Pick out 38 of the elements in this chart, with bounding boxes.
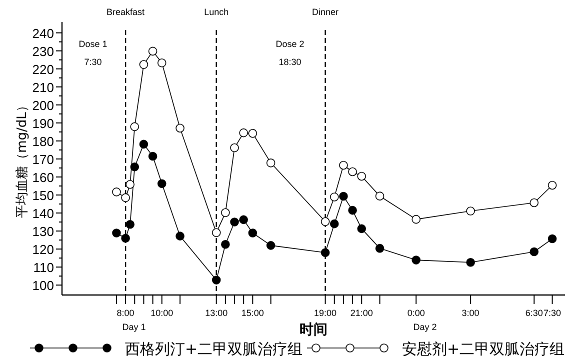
text: Day 1 (122, 322, 146, 332)
y-tick-label: 160 (32, 170, 54, 185)
y-tick-label: 190 (32, 116, 54, 131)
ref-line-label: Lunch (204, 7, 229, 17)
ref-line-label: Breakfast (106, 7, 146, 17)
y-tick-label: 210 (32, 80, 54, 95)
legend-label: 西格列汀+二甲双胍治疗组 (125, 340, 303, 358)
y-tick-label: 110 (33, 260, 54, 276)
x-tick-label: 21:00 (350, 308, 373, 318)
y-tick-label: 130 (32, 224, 54, 240)
legend-label: 安慰剂+二甲双胍治疗组 (402, 340, 565, 358)
x-tick-label: 13:00 (205, 308, 228, 318)
y-tick-label: 170 (32, 152, 54, 167)
annotation: 18:30 (278, 57, 302, 67)
x-tick-label: 8:00 (116, 308, 134, 318)
x-tick-label: 10:00 (150, 308, 174, 318)
x-tick-label: 19:00 (314, 308, 337, 318)
y-tick-label: 140 (32, 206, 54, 222)
x-tick-label: 3:00 (462, 308, 480, 318)
annotation: Dose 1 (78, 39, 108, 49)
y-tick-label: 150 (32, 188, 54, 203)
x-axis-title: 时间 (300, 322, 328, 338)
annotation: 7:30 (84, 57, 102, 67)
x-tick-label: 15:00 (241, 308, 264, 318)
x-tick-label: 6:30 (525, 308, 543, 318)
y-tick-label: 220 (32, 62, 54, 77)
y-tick-label: 180 (32, 134, 54, 149)
ref-line-label: Dinner (312, 7, 339, 17)
y-tick-label: 240 (32, 26, 54, 41)
y-tick-label: 120 (32, 242, 54, 258)
y-tick-label: 100 (32, 278, 54, 294)
x-tick-label: 7:30 (544, 308, 562, 318)
y-tick-label: 230 (32, 44, 54, 59)
text: Day 2 (413, 322, 437, 332)
annotation: Dose 2 (276, 39, 304, 49)
x-tick-label: 0:00 (407, 308, 425, 318)
y-axis-title: 平均血糖（mg/dL） (15, 99, 30, 218)
y-tick-label: 200 (32, 98, 54, 113)
